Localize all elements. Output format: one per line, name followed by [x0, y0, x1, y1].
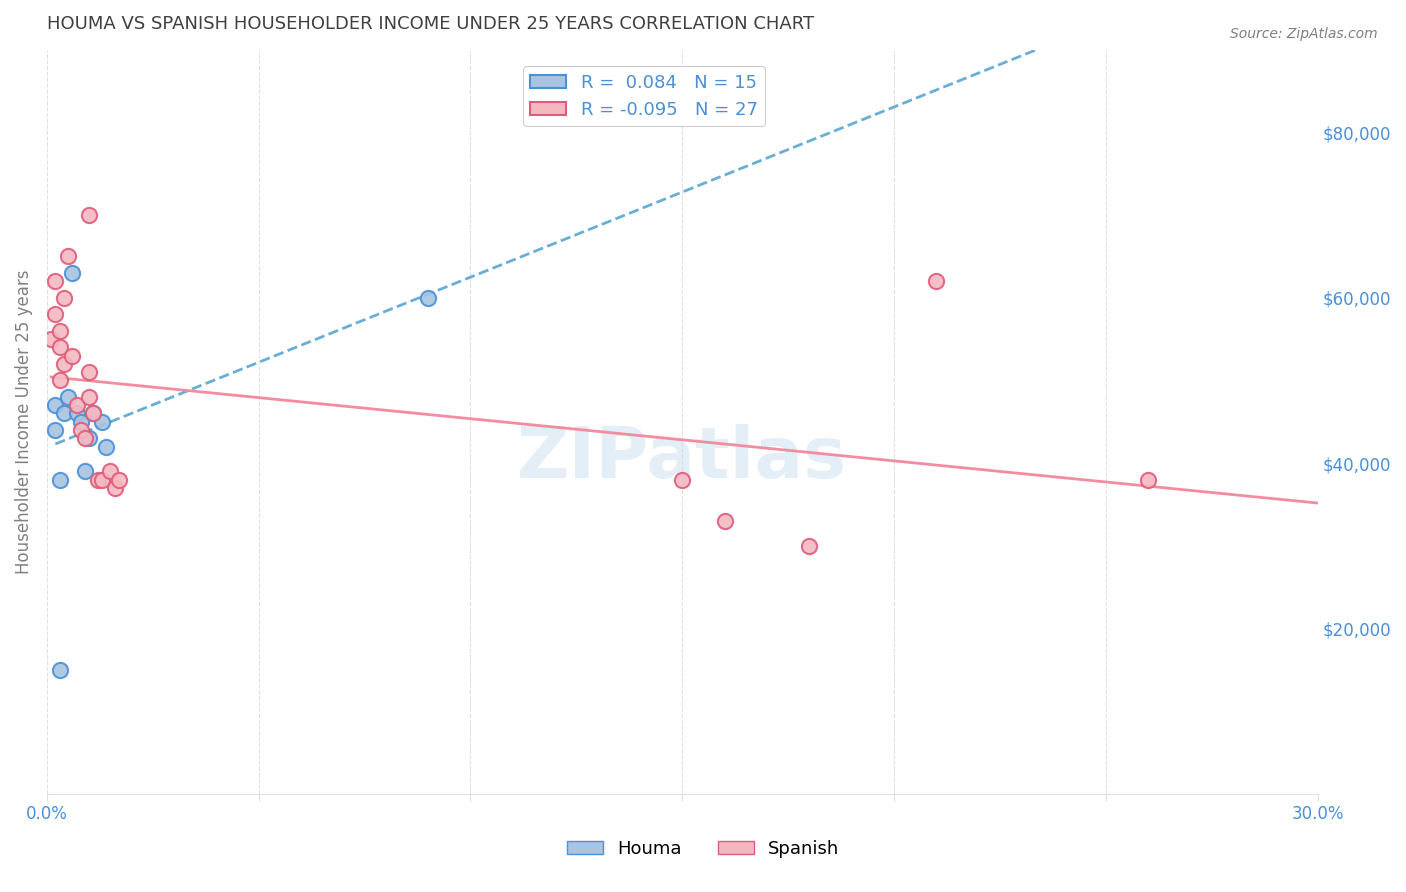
Point	[65, 407, 87, 421]
Point	[44, 274, 66, 288]
Point	[416, 291, 439, 305]
Point	[77, 208, 100, 222]
Legend: Houma, Spanish: Houma, Spanish	[560, 833, 846, 865]
Point	[86, 473, 108, 487]
Point	[56, 250, 79, 264]
Y-axis label: Householder Income Under 25 years: Householder Income Under 25 years	[15, 269, 32, 574]
Point	[52, 357, 75, 371]
Point	[69, 415, 91, 429]
Point	[713, 514, 735, 528]
Point	[52, 407, 75, 421]
Point	[100, 464, 122, 478]
Point	[104, 481, 127, 495]
Point	[925, 274, 948, 288]
Text: Source: ZipAtlas.com: Source: ZipAtlas.com	[1230, 27, 1378, 41]
Point	[91, 473, 114, 487]
Legend: R =  0.084   N = 15, R = -0.095   N = 27: R = 0.084 N = 15, R = -0.095 N = 27	[523, 66, 765, 126]
Point	[96, 440, 118, 454]
Point	[48, 473, 70, 487]
Point	[91, 415, 114, 429]
Point	[48, 373, 70, 387]
Point	[1137, 473, 1160, 487]
Point	[48, 663, 70, 677]
Point	[44, 423, 66, 437]
Point	[56, 390, 79, 404]
Point	[60, 266, 83, 280]
Point	[44, 307, 66, 321]
Point	[671, 473, 693, 487]
Point	[60, 349, 83, 363]
Point	[48, 340, 70, 354]
Point	[52, 291, 75, 305]
Text: HOUMA VS SPANISH HOUSEHOLDER INCOME UNDER 25 YEARS CORRELATION CHART: HOUMA VS SPANISH HOUSEHOLDER INCOME UNDE…	[46, 15, 814, 33]
Point	[799, 539, 821, 553]
Point	[82, 407, 104, 421]
Point	[77, 431, 100, 445]
Point	[44, 398, 66, 412]
Point	[108, 473, 131, 487]
Point	[82, 407, 104, 421]
Point	[69, 423, 91, 437]
Point	[77, 390, 100, 404]
Text: ZIPatlas: ZIPatlas	[517, 425, 848, 493]
Point	[39, 332, 62, 346]
Point	[48, 324, 70, 338]
Point	[65, 398, 87, 412]
Point	[73, 431, 96, 445]
Point	[77, 365, 100, 379]
Point	[73, 464, 96, 478]
